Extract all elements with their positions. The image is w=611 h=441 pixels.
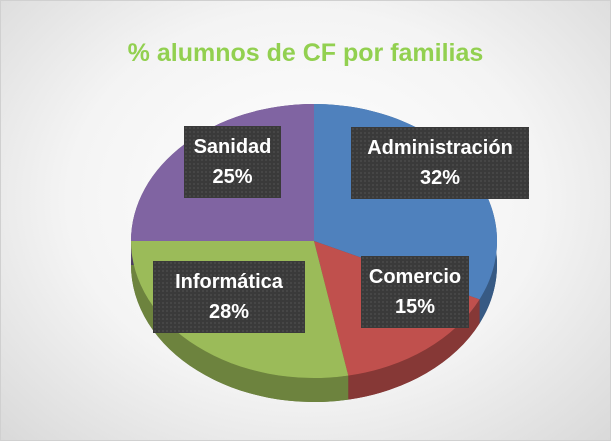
label-name: Administración: [367, 137, 513, 159]
label-name: Informática: [175, 271, 283, 293]
data-label: Administración 32%: [351, 127, 529, 199]
label-value: 28%: [208, 301, 250, 323]
label-value: 25%: [212, 166, 253, 188]
label-value: 15%: [394, 296, 436, 318]
chart-title: % alumnos de CF por familias: [127, 39, 484, 67]
label-value: 32%: [419, 167, 461, 189]
label-name: Sanidad: [193, 136, 272, 158]
data-label: Comercio 15%: [361, 256, 469, 328]
data-label: Sanidad 25%: [184, 126, 281, 198]
label-name: Comercio: [368, 266, 462, 288]
slice-side: [131, 241, 349, 403]
slice-side: [348, 299, 480, 400]
data-label: Informática 28%: [153, 261, 305, 333]
